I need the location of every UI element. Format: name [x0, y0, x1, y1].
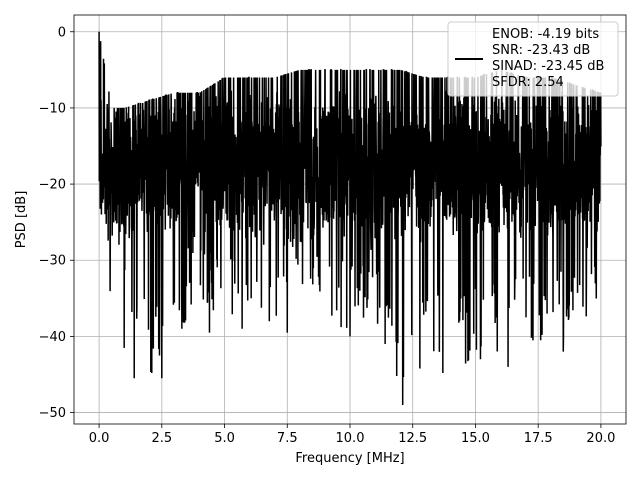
legend-line-sinad: SINAD: -23.45 dB	[492, 59, 604, 74]
plot-area	[98, 31, 602, 405]
x-tick-label: 20.0	[586, 431, 615, 446]
legend-line-snr: SNR: -23.43 dB	[492, 43, 590, 58]
y-tick-label: −20	[39, 178, 66, 193]
legend-line-sfdr: SFDR: 2.54	[492, 75, 564, 90]
x-tick-label: 5.0	[214, 431, 235, 446]
y-tick-label: −10	[39, 101, 66, 116]
psd-line	[98, 31, 602, 405]
x-tick-label: 2.5	[151, 431, 172, 446]
x-tick-label: 7.5	[277, 431, 298, 446]
y-tick-label: −30	[39, 254, 66, 269]
x-tick-label: 10.0	[336, 431, 365, 446]
x-axis-ticks: 0.0 2.5 5.0 7.5 10.0 12.5 15.0 17.5 20.0	[89, 424, 615, 446]
y-tick-label: −50	[39, 406, 66, 421]
legend-box	[447, 21, 619, 97]
psd-series	[98, 31, 602, 405]
y-tick-label: −40	[39, 330, 66, 345]
y-tick-label: 0	[58, 25, 66, 40]
y-axis-label: PSD [dB]	[14, 191, 29, 249]
x-axis-label: Frequency [MHz]	[295, 451, 404, 466]
x-tick-label: 15.0	[461, 431, 490, 446]
legend: ENOB: -4.19 bits SNR: -23.43 dB SINAD: -…	[447, 21, 619, 97]
x-tick-label: 0.0	[89, 431, 110, 446]
x-tick-label: 17.5	[524, 431, 553, 446]
legend-line-enob: ENOB: -4.19 bits	[492, 27, 599, 42]
x-tick-label: 12.5	[398, 431, 427, 446]
y-axis-ticks: 0 −10 −20 −30 −40 −50	[39, 25, 74, 421]
